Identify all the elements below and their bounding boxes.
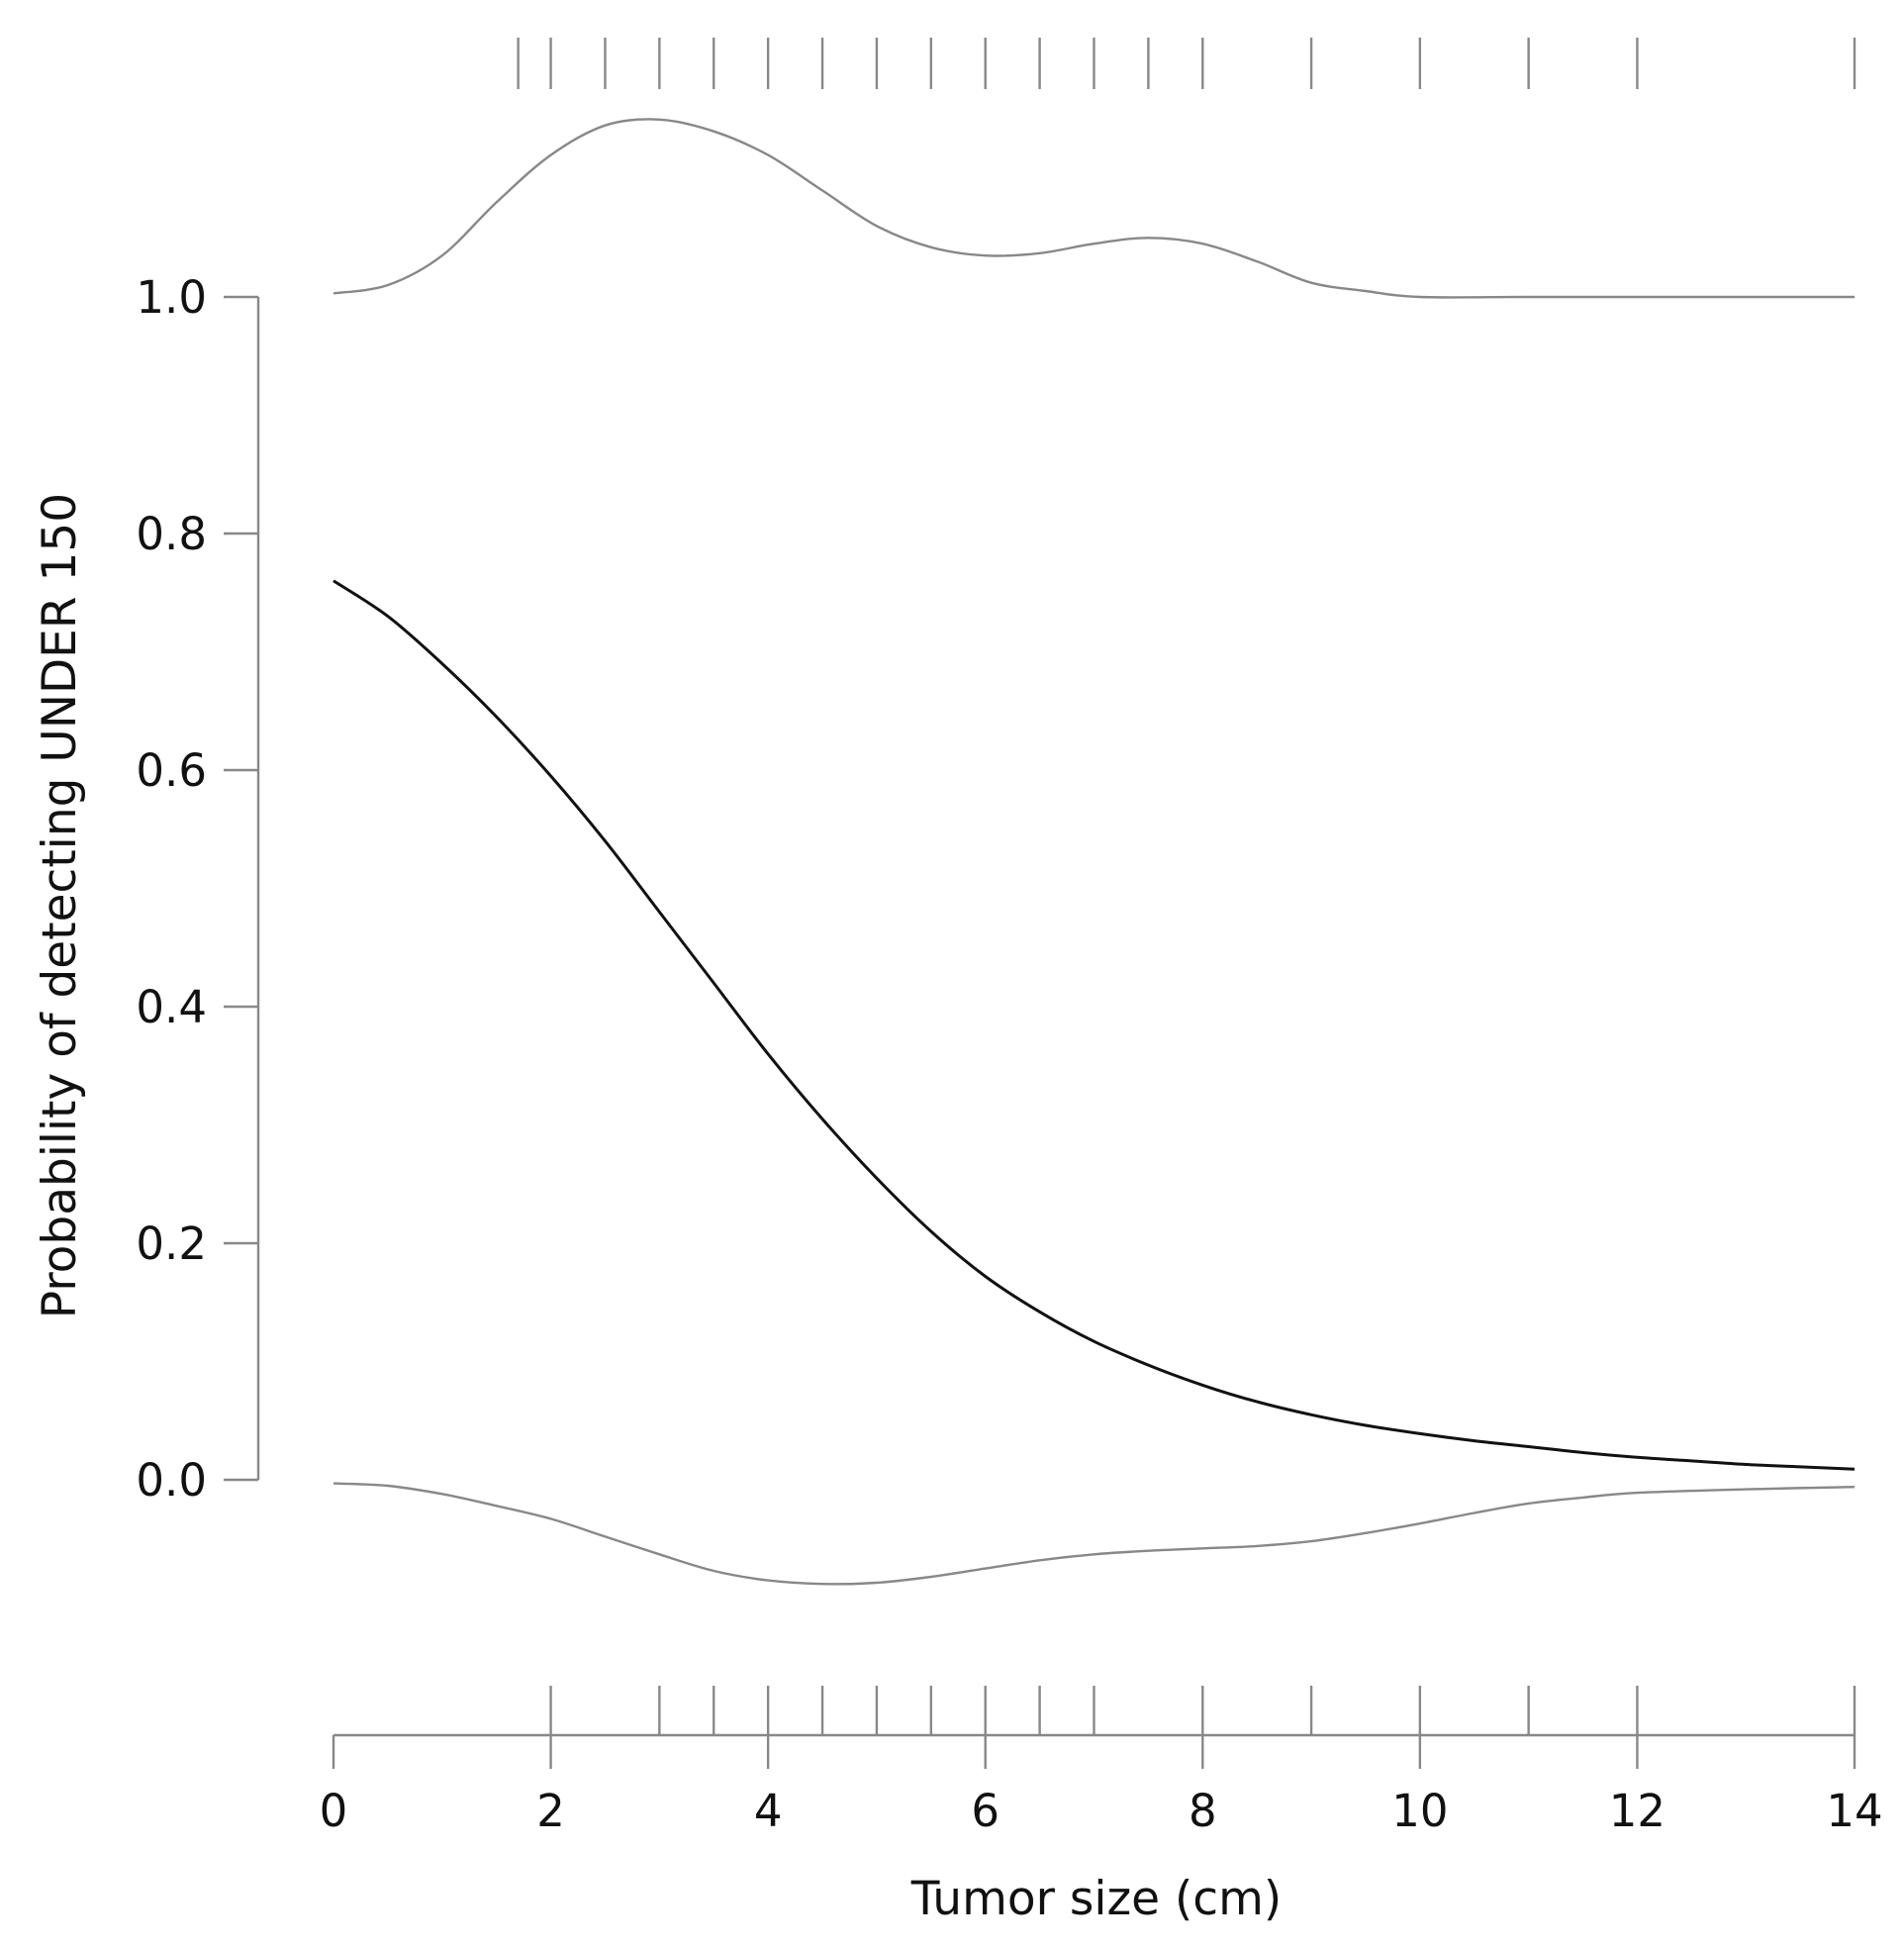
density-line-lower bbox=[333, 1482, 1856, 1586]
x-axis-title: Tumor size (cm) bbox=[910, 1872, 1283, 1926]
y-tick-label: 0.0 bbox=[136, 1454, 207, 1507]
x-tick-label: 14 bbox=[1826, 1785, 1882, 1837]
x-tick-label: 8 bbox=[1189, 1785, 1217, 1837]
y-tick-label: 0.2 bbox=[136, 1218, 207, 1270]
fit-series-group bbox=[333, 579, 1856, 1471]
x-tick-label: 12 bbox=[1609, 1785, 1666, 1837]
x-tick-label: 0 bbox=[320, 1785, 348, 1837]
x-tick-label: 10 bbox=[1391, 1785, 1448, 1837]
y-tick-label: 0.6 bbox=[136, 744, 207, 797]
x-tick-label: 6 bbox=[971, 1785, 1000, 1837]
y-tick-label: 0.8 bbox=[136, 508, 207, 560]
density-line-upper bbox=[333, 118, 1855, 299]
rug-bottom-group bbox=[549, 1686, 1856, 1735]
y-tick-label: 1.0 bbox=[136, 271, 207, 324]
y-axis-title: Probability of detecting UNDER 150 bbox=[33, 493, 87, 1318]
rug-top-group bbox=[517, 38, 1856, 89]
y-axis: 0.0 0.2 0.4 0.6 0.8 1.0 bbox=[136, 271, 260, 1507]
fitted-probability-line bbox=[333, 579, 1856, 1471]
x-tick-label: 2 bbox=[536, 1785, 565, 1837]
density-series-group bbox=[333, 118, 1856, 1586]
x-axis: 0 2 4 6 8 10 12 14 bbox=[320, 1733, 1883, 1837]
x-tick-label: 4 bbox=[754, 1785, 783, 1837]
y-tick-label: 0.4 bbox=[136, 981, 207, 1033]
